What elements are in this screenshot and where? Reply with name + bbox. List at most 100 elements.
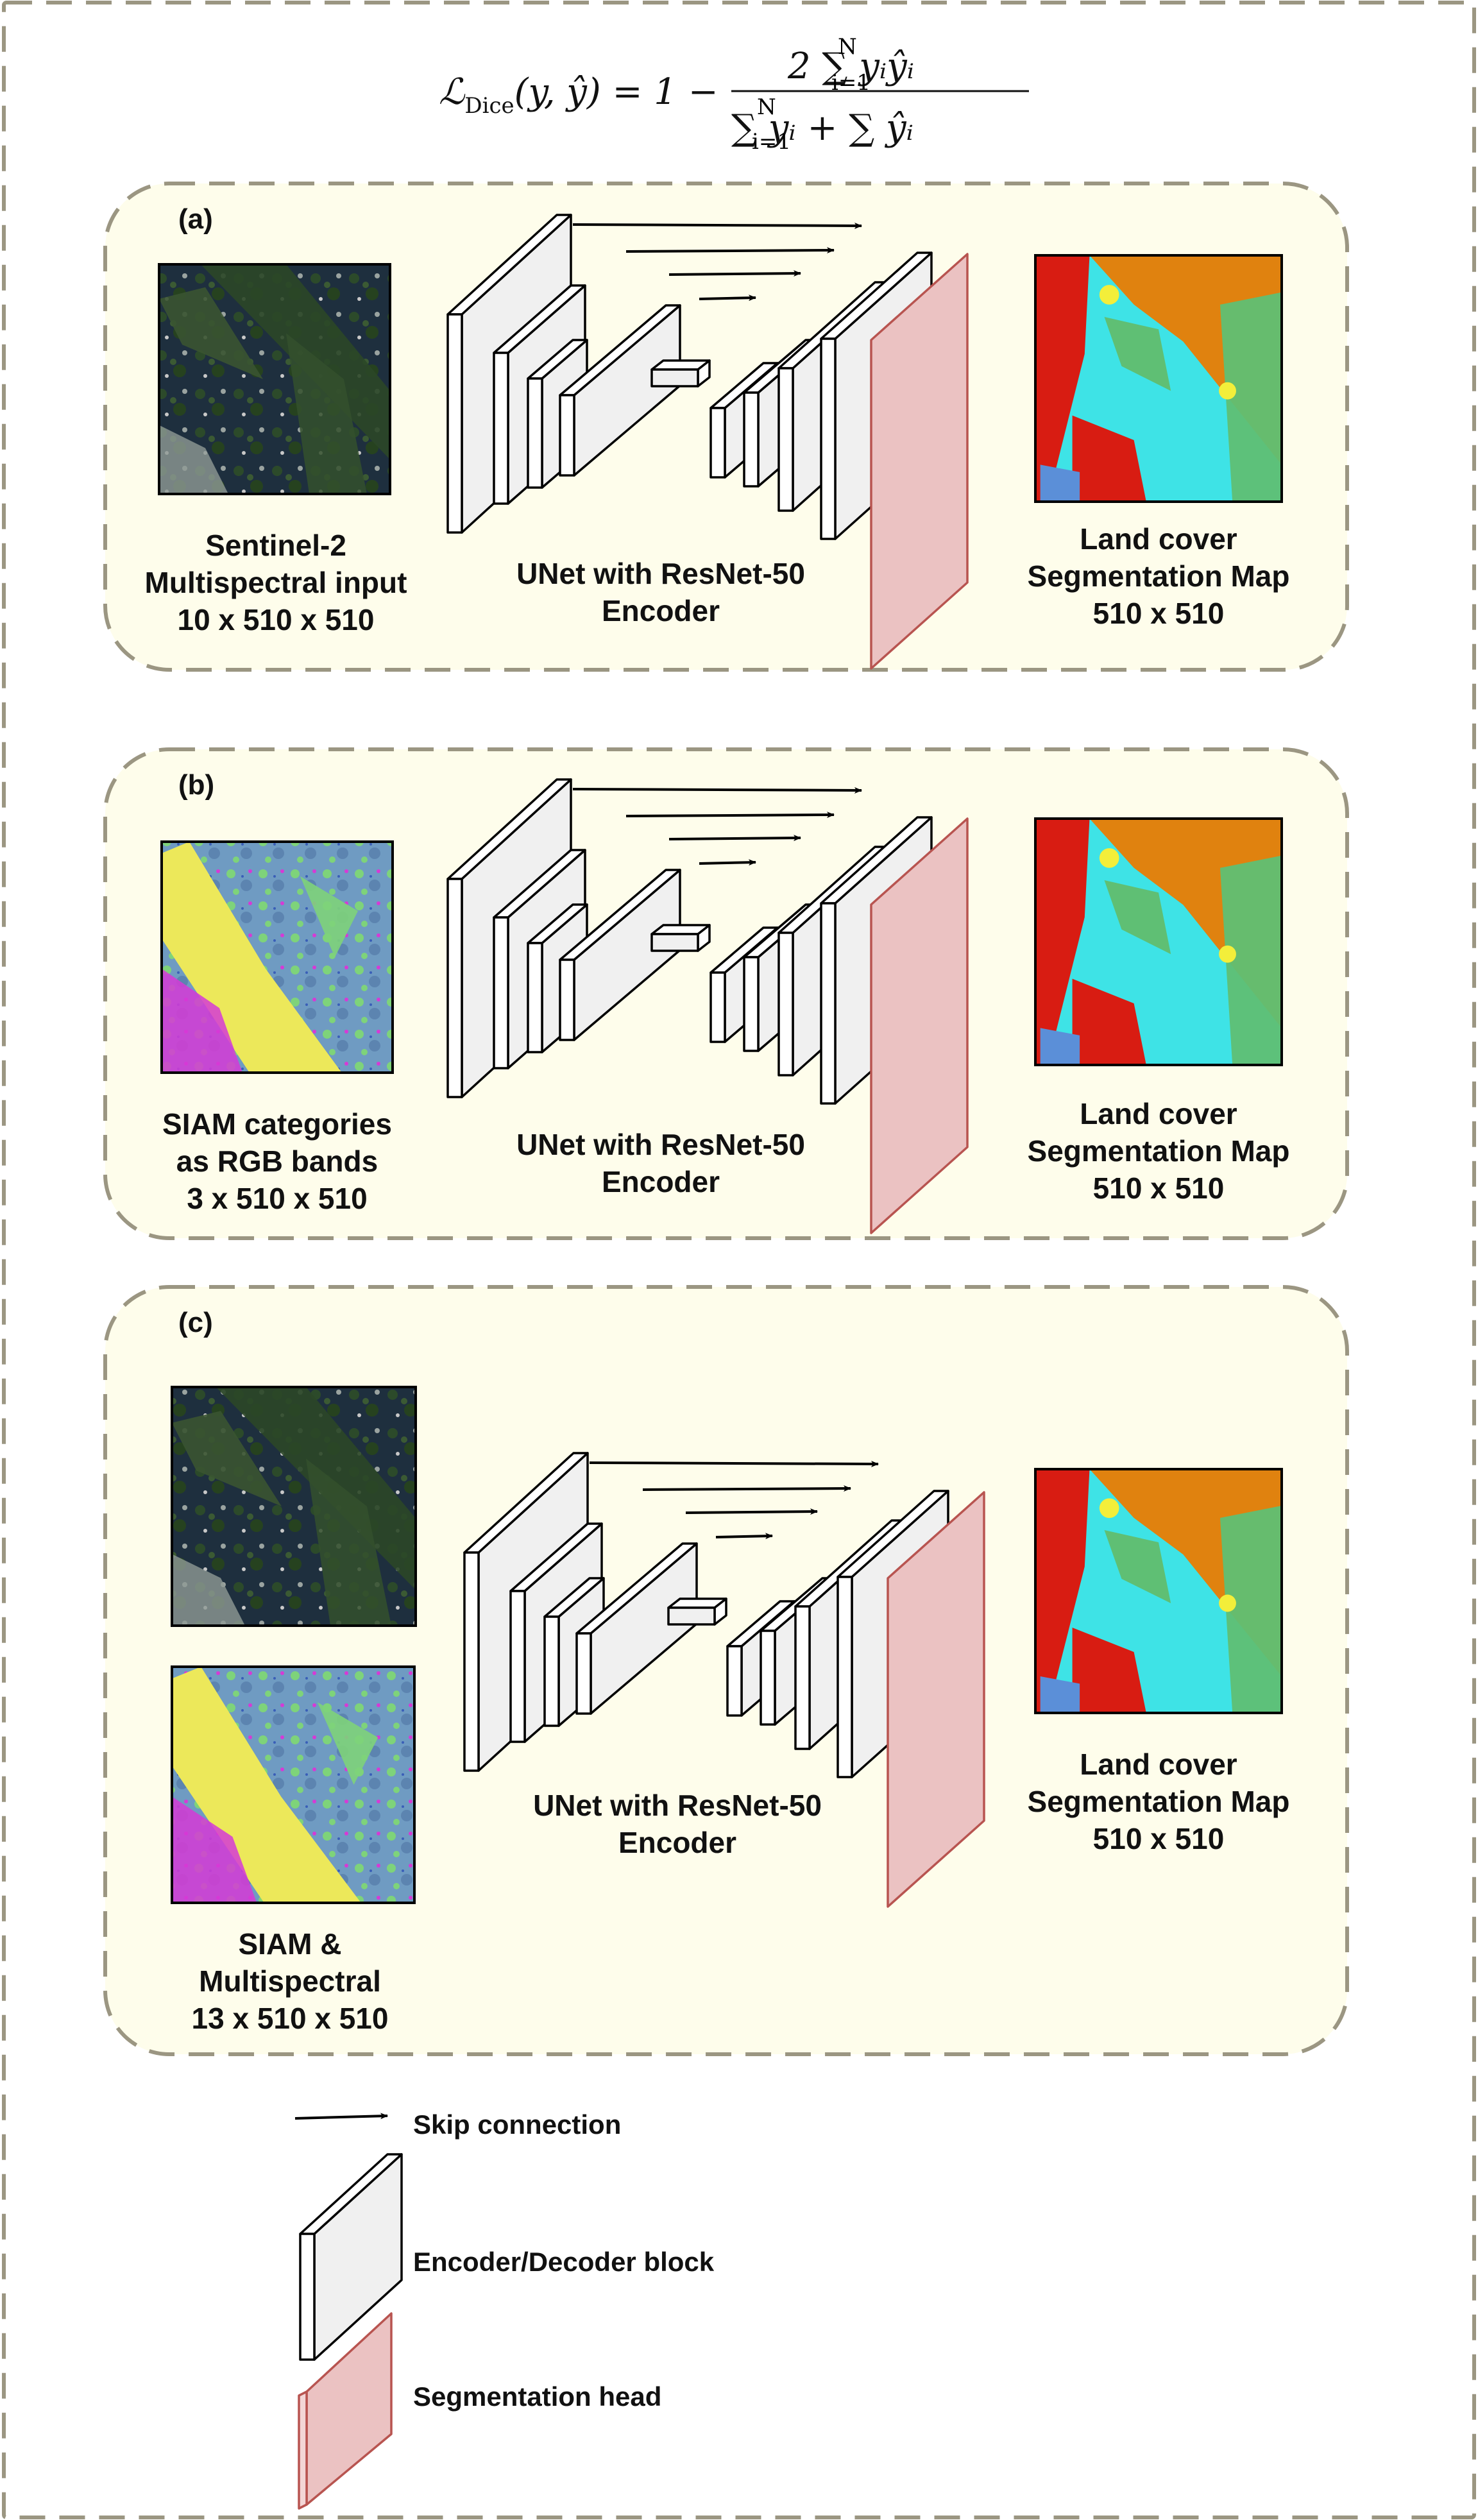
input-image-satellite-land-3 [306, 1458, 391, 1626]
output-caption-line-2: Segmentation Map [1028, 559, 1290, 593]
output-segmentation-map-border [1034, 1468, 1283, 1714]
encoder-block-2-front [493, 916, 509, 1069]
output-segmentation-map [1034, 817, 1283, 1066]
input-image-siam [171, 1665, 416, 1904]
input-image-satellite-urban [159, 425, 228, 494]
decoder-block-1-front [709, 971, 726, 1043]
input-caption: SIAM & Multispectral 13 x 510 x 510 [192, 1927, 389, 2035]
unet-diagram [446, 214, 969, 670]
output-segmentation-map-yellow-dot-2 [1219, 945, 1236, 963]
unet-diagram [446, 778, 969, 1234]
dice-loss-equation: ℒDice(y, ŷ) = 1 − 2 ∑ yᵢŷᵢ N i=1 ∑ yᵢ + … [439, 34, 1029, 155]
output-segmentation-map-blue-patch [1040, 1028, 1080, 1065]
output-segmentation-map-green-island [1104, 1530, 1171, 1603]
skip-connection-arrow-3 [668, 835, 801, 842]
encoder-block-4 [559, 869, 681, 1041]
model-caption-line-1: UNet with ResNet-50 [533, 1789, 822, 1822]
model-caption-line-1: UNet with ResNet-50 [516, 1128, 805, 1161]
eq-den-upper: N [757, 94, 776, 120]
bottleneck-block-front [650, 933, 699, 952]
input-image-satellite-urban [172, 1554, 245, 1626]
input-caption-line-1: SIAM categories [162, 1107, 392, 1141]
output-caption-line-3: 510 x 510 [1093, 1171, 1225, 1205]
panel-tag: (a) [178, 203, 213, 235]
input-caption-line-1: SIAM & [239, 1927, 342, 1961]
output-segmentation-map-yellow-dot [1099, 1498, 1119, 1519]
input-caption-line-3: 13 x 510 x 510 [192, 2002, 389, 2035]
output-caption-line-1: Land cover [1080, 522, 1237, 556]
output-segmentation-map-blue-patch [1040, 464, 1080, 502]
bottleneck-block-front [667, 1606, 716, 1626]
decoder-block-2-front [760, 1630, 776, 1726]
output-segmentation-map [1034, 1468, 1283, 1714]
decoder-block-2-front [743, 391, 760, 488]
input-image-satellite-land-3 [286, 333, 367, 494]
output-segmentation-map [1034, 254, 1283, 503]
input-caption-line-1: Sentinel-2 [205, 529, 346, 562]
output-segmentation-map-red-region [1035, 1469, 1090, 1713]
output-segmentation-map-red-region [1035, 819, 1090, 1065]
output-segmentation-map-green-edge [1220, 292, 1282, 502]
decoder-block-3-front [794, 1605, 811, 1750]
model-caption: UNet with ResNet-50 Encoder [516, 557, 805, 627]
panel-b: (b) SIAM categories as RGB bands 3 x 510 x … [103, 747, 1349, 1240]
output-segmentation-map-yellow-dot [1099, 285, 1119, 305]
model-caption-line-2: Encoder [602, 594, 720, 627]
output-caption-line-2: Segmentation Map [1028, 1785, 1290, 1818]
panel-tag: (b) [178, 769, 214, 801]
eq-numerator: 2 ∑ yᵢŷᵢ [787, 46, 914, 87]
output-caption-line-3: 510 x 510 [1093, 597, 1225, 630]
decoder-block-3-front [777, 932, 794, 1077]
skip-connection-arrow-4 [699, 294, 756, 302]
input-image-satellite [171, 1386, 417, 1627]
encoder-block-3-front [527, 377, 543, 489]
legend-head-icon-side [298, 2390, 308, 2510]
output-segmentation-map-red-coast [1072, 978, 1146, 1065]
output-caption-line-1: Land cover [1080, 1097, 1237, 1130]
input-caption: SIAM categories as RGB bands 3 x 510 x 510 [162, 1107, 392, 1215]
output-segmentation-map-green-island [1104, 317, 1171, 391]
input-caption-line-2: Multispectral input [145, 566, 407, 599]
bottleneck-block-front [650, 368, 699, 387]
panel-c: (c) SIAM & Multispectral 13 x 510 x 510 UNet… [103, 1285, 1349, 2056]
encoder-block-3-front [543, 1615, 560, 1727]
skip-connection-arrow-4 [715, 1533, 773, 1540]
segmentation-head-block [870, 817, 969, 1234]
input-image-siam-magenta-patch [162, 969, 242, 1073]
encoder-block-4 [575, 1542, 698, 1715]
output-segmentation-map-border [1034, 817, 1283, 1066]
legend-block-icon [299, 2153, 403, 2361]
output-segmentation-map-border [1034, 254, 1283, 503]
segmentation-head-face [870, 817, 969, 1234]
encoder-block-1-front [446, 313, 463, 534]
eq-num-upper: N [838, 34, 857, 60]
output-caption: Land cover Segmentation Map 510 x 510 [1028, 522, 1290, 630]
encoder-block-4 [559, 304, 681, 477]
output-segmentation-map-yellow-dot-2 [1219, 1594, 1236, 1612]
encoder-block-2-front [493, 352, 509, 505]
segmentation-head-block [870, 253, 969, 670]
encoder-block-3-front [527, 942, 543, 1053]
input-caption-line-2: as RGB bands [176, 1145, 378, 1178]
input-image-siam [160, 840, 394, 1074]
model-caption-line-2: Encoder [602, 1165, 720, 1198]
eq-lhs-sub: Dice [464, 93, 514, 119]
input-image-siam-magenta-patch [172, 1796, 257, 1903]
model-caption-line-1: UNet with ResNet-50 [516, 557, 805, 590]
decoder-block-2-front [743, 956, 760, 1052]
model-caption: UNet with ResNet-50 Encoder [533, 1789, 822, 1859]
eq-lhs: ℒ [439, 71, 466, 113]
encoder-block-4-front [559, 394, 575, 477]
legend-head-label: Segmentation head [413, 2381, 661, 2412]
encoder-block-1-front [463, 1551, 480, 1772]
input-image-siam-green-patch [300, 876, 358, 957]
decoder-block-3-front [777, 367, 794, 512]
skip-connection-arrow-4 [699, 859, 756, 866]
bottleneck-block [667, 1597, 727, 1626]
output-caption: Land cover Segmentation Map 510 x 510 [1028, 1748, 1290, 1855]
skip-connection-arrow-2 [625, 247, 835, 254]
panel-a: (a) Sentinel-2 Multispectral input 10 x 510… [103, 182, 1349, 672]
eq-denominator: ∑ yᵢ + ∑ ŷᵢ [731, 107, 913, 149]
legend-skip-label: Skip connection [413, 2109, 621, 2140]
